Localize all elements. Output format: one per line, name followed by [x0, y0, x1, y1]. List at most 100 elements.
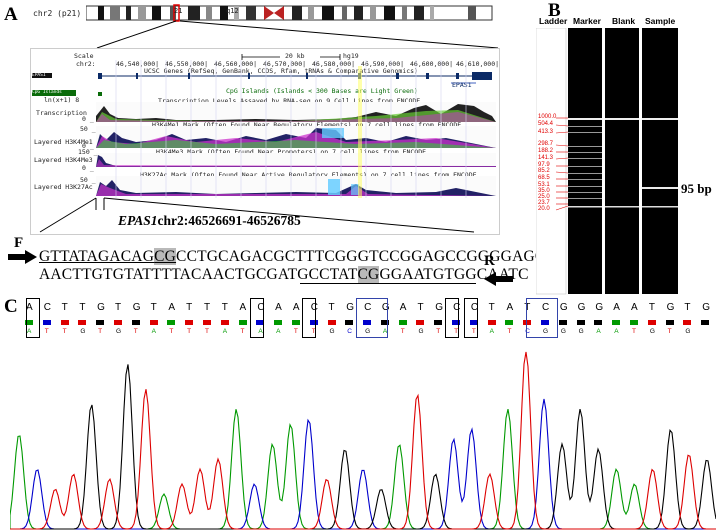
band-label-21: 21: [174, 7, 183, 15]
tx-header: Transcription Levels Assayed by RNA-seq …: [158, 97, 421, 105]
quality-bar: [327, 320, 336, 325]
quality-bar: [309, 320, 318, 325]
base-call-bottom: T: [187, 328, 192, 335]
ladder-label: 141.3: [538, 155, 554, 161]
base-call-bottom: G: [560, 328, 566, 335]
quality-bar: [452, 320, 461, 325]
ladder-label: 413.3: [538, 129, 554, 135]
quality-bar: [256, 320, 265, 325]
tick-50a: 50 _: [80, 125, 96, 133]
base-call-bottom: T: [507, 328, 512, 335]
quality-bar: [487, 320, 496, 325]
base-call-top: A: [399, 302, 407, 313]
gel-header-sample: Sample: [645, 16, 676, 26]
quality-bar: [505, 320, 514, 325]
gel-header-ladder: Ladder: [539, 16, 568, 26]
quality-bar: [42, 320, 51, 325]
base-call-top: G: [381, 302, 390, 313]
forward-label: F: [14, 235, 24, 251]
h3k27ac-track: [96, 176, 496, 196]
tx-label: Transcription: [36, 109, 87, 117]
h3k27ac-header: H3K27Ac Mark (Often Found Near Active Re…: [140, 171, 477, 179]
quality-bar: [683, 320, 692, 325]
cpg-label: CpG Islands: [32, 90, 76, 96]
base-call-top: C: [542, 302, 550, 313]
base-call-top: C: [257, 302, 265, 313]
ladder-label: 97.9: [538, 162, 550, 168]
tick-50b: 50 _: [80, 176, 96, 184]
cpg-site: CG: [154, 248, 177, 265]
quality-bar: [363, 320, 372, 325]
gene-label-left: EPAS1: [32, 73, 52, 78]
gene-label-right: EPAS1: [452, 81, 472, 89]
sequence-line-1: GTTATAGACAGCGCCTGCAGACGCTTTCGGGTCCGGAGCC…: [39, 248, 558, 265]
coord-6: 46,590,000|: [361, 60, 405, 68]
band-label-q12: q12: [226, 7, 239, 15]
tick-150: 150 _: [78, 148, 98, 156]
base-call-bottom: A: [222, 328, 228, 335]
base-call-bottom: T: [454, 328, 459, 335]
quality-bar: [576, 320, 585, 325]
base-call-bottom: T: [293, 328, 298, 335]
ladder-label: 20.0: [538, 206, 550, 212]
trace-T: [10, 351, 716, 530]
ladder-label: 53.1: [538, 182, 550, 188]
tick-0a: 0 _: [82, 115, 94, 123]
base-call-top: C: [470, 302, 479, 313]
base-call-bottom: C: [347, 328, 352, 335]
quality-bar: [202, 320, 211, 325]
quality-bar: [131, 320, 140, 325]
base-call-bottom: T: [667, 328, 672, 335]
gel-header-marker: Marker: [573, 16, 601, 26]
base-call-top: G: [577, 302, 586, 313]
base-call-top: T: [79, 302, 86, 313]
base-call-bottom: A: [614, 328, 619, 335]
tx-track: [96, 102, 496, 122]
base-call-bottom: T: [471, 328, 476, 335]
sequence-chromatogram: [10, 351, 716, 530]
base-call-top: T: [684, 302, 691, 313]
tick-0b: 0 _: [82, 142, 94, 150]
quality-bar: [523, 320, 532, 325]
quality-bar: [96, 320, 105, 325]
coord-7: 46,600,000|: [410, 60, 454, 68]
base-call-top: A: [292, 302, 300, 313]
base-call-top: T: [114, 302, 122, 313]
cpg-box: [26, 298, 40, 338]
base-call-bottom: A: [276, 328, 281, 335]
coord-8: 46,610,000|: [456, 60, 500, 68]
cpg-box-blue: [526, 298, 558, 338]
quality-bar: [60, 320, 69, 325]
forward-primer: GTTATAGACAGCG: [39, 248, 177, 265]
quality-bar: [541, 320, 550, 325]
ladder-label: 1000.0: [538, 114, 557, 120]
sequence-coords: chr2:46526691-46526785: [157, 213, 301, 228]
assembly-label: hg19: [343, 52, 359, 60]
quality-bar: [380, 320, 389, 325]
base-call-top: G: [666, 302, 675, 313]
tick-0c: 0 _: [82, 164, 94, 172]
ladder-label: 23.7: [538, 200, 550, 206]
ladder-label: 35.0: [538, 188, 550, 194]
base-call-bottom: G: [329, 328, 335, 335]
coord-4: 46,570,000|: [263, 60, 307, 68]
base-call-top: T: [221, 302, 228, 313]
quality-bar: [665, 320, 674, 325]
reverse-arrow-icon: [484, 272, 513, 286]
base-call-bottom: T: [311, 328, 316, 335]
base-call-top: C: [364, 302, 372, 313]
scale-bar: [241, 54, 341, 60]
base-call-bottom: A: [489, 328, 494, 335]
base-call-top: A: [275, 302, 282, 313]
base-call-top: A: [631, 302, 638, 313]
base-call-top: T: [203, 302, 211, 313]
chr-label: chr2:: [76, 60, 96, 68]
base-call-top: T: [328, 302, 335, 313]
band-label-35: 35: [457, 7, 466, 15]
coord-1: 46,540,000|: [116, 60, 160, 68]
base-call-bottom: A: [382, 328, 388, 335]
coord-2: 46,550,000|: [165, 60, 209, 68]
